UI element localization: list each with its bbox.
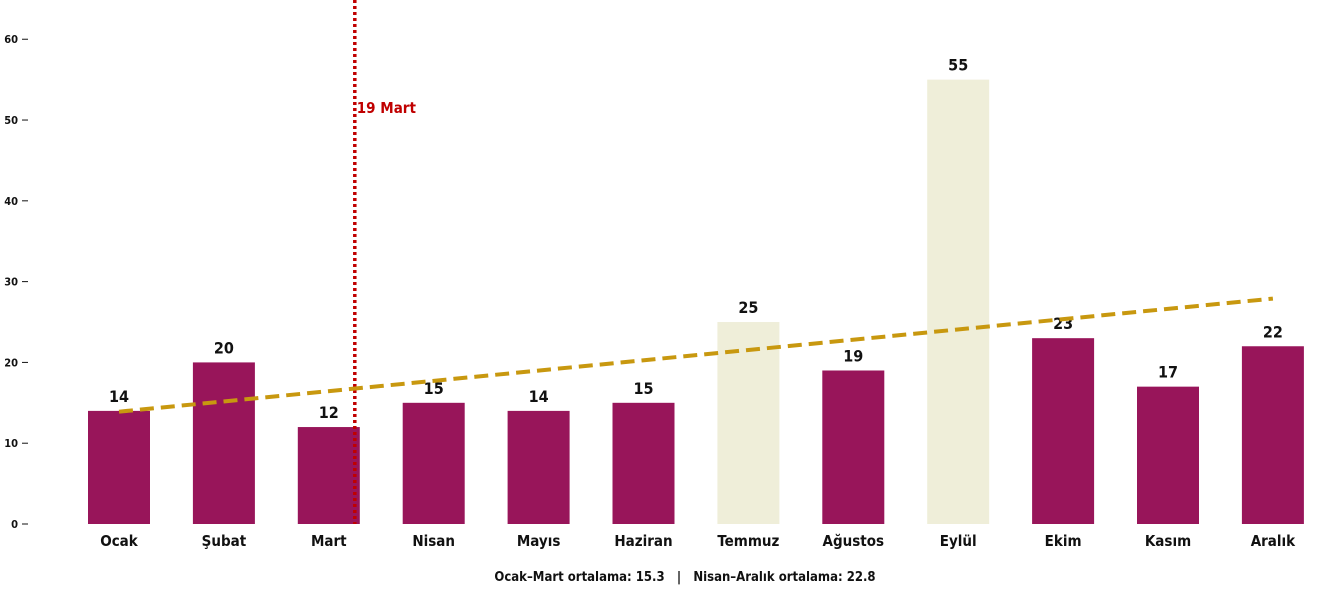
x-axis: Ocak Şubat Mart Nisan Mayıs Haziran Temmuz Ağus… bbox=[100, 532, 1296, 550]
category-label-3: Nisan bbox=[412, 532, 455, 550]
footer-note: Ocak–Mart ortalama: 15.3 | Nisan–Aralık … bbox=[494, 570, 875, 585]
category-label-4: Mayıs bbox=[517, 532, 561, 550]
value-label-5: 15 bbox=[633, 379, 653, 398]
category-label-11: Aralık bbox=[1251, 532, 1296, 550]
y-tick-label: 0 bbox=[11, 518, 18, 531]
bar-5 bbox=[612, 402, 675, 524]
bar-6 bbox=[717, 322, 780, 524]
category-label-8: Eylül bbox=[940, 532, 977, 550]
bar-0 bbox=[88, 410, 150, 524]
bar-10 bbox=[1137, 386, 1199, 524]
bar-9 bbox=[1032, 338, 1095, 524]
y-tick-label: 20 bbox=[4, 356, 18, 369]
y-tick-label: 50 bbox=[4, 114, 18, 127]
y-tick-label: 40 bbox=[4, 195, 18, 208]
category-label-6: Temmuz bbox=[717, 532, 779, 550]
category-label-9: Ekim bbox=[1045, 532, 1082, 550]
value-label-10: 17 bbox=[1158, 363, 1178, 382]
annotation-label: 19 Mart bbox=[357, 99, 417, 117]
bars bbox=[88, 79, 1304, 524]
bar-4 bbox=[507, 410, 570, 524]
category-label-1: Şubat bbox=[202, 532, 247, 550]
bar-3 bbox=[402, 402, 465, 524]
value-label-7: 19 bbox=[843, 346, 863, 365]
category-label-2: Mart bbox=[311, 532, 347, 550]
trendline bbox=[118, 296, 1274, 414]
value-label-3: 15 bbox=[424, 379, 444, 398]
category-label-5: Haziran bbox=[614, 532, 672, 550]
value-label-6: 25 bbox=[738, 298, 758, 317]
value-label-8: 55 bbox=[948, 56, 968, 75]
y-tick-label: 60 bbox=[4, 33, 18, 46]
bar-8 bbox=[927, 79, 990, 524]
annotation: 19 Mart bbox=[353, 0, 417, 524]
category-label-7: Ağustos bbox=[823, 532, 885, 550]
value-label-2: 12 bbox=[319, 403, 339, 422]
bar-2 bbox=[297, 427, 360, 524]
bar-11 bbox=[1241, 346, 1304, 524]
value-label-4: 14 bbox=[529, 387, 549, 406]
y-tick-label: 30 bbox=[4, 276, 18, 289]
value-label-0: 14 bbox=[109, 387, 129, 406]
bar-1 bbox=[192, 362, 255, 524]
bar-7 bbox=[822, 370, 885, 524]
y-axis: 0 10 20 30 40 50 60 bbox=[4, 33, 28, 531]
category-label-0: Ocak bbox=[100, 532, 139, 550]
value-label-11: 22 bbox=[1263, 322, 1283, 341]
category-label-10: Kasım bbox=[1145, 532, 1191, 550]
y-tick-label: 10 bbox=[4, 437, 18, 450]
value-label-1: 20 bbox=[214, 338, 234, 357]
